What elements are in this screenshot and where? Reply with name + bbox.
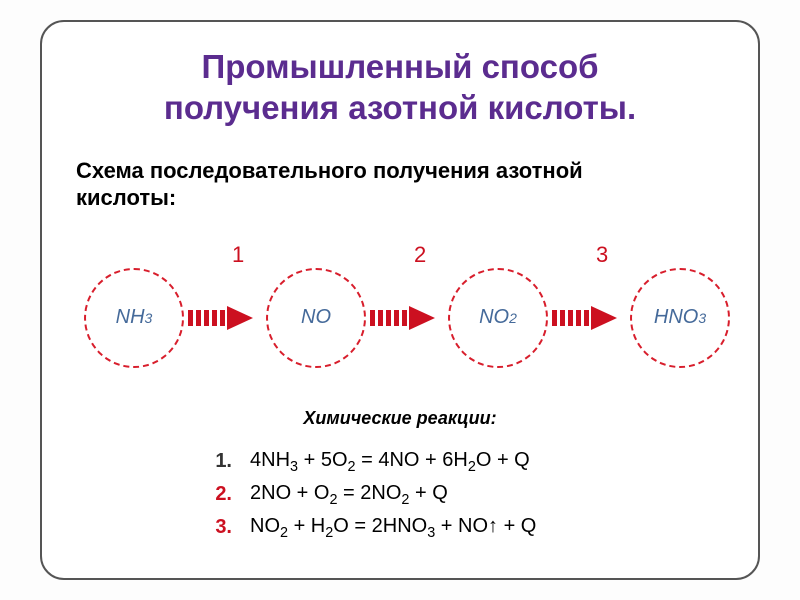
reaction-item: 1. 4NH3 + 5O2 = 4NO + 6H2O + Q bbox=[206, 445, 724, 478]
slide-subtitle: Схема последовательного получения азотно… bbox=[76, 157, 724, 212]
flow-arrow bbox=[552, 308, 628, 328]
reaction-equation: 2NO + O2 = 2NO2 + Q bbox=[250, 478, 448, 511]
reaction-number: 1. bbox=[206, 446, 232, 477]
title-line-2: получения азотной кислоты. bbox=[164, 89, 636, 126]
reaction-equation: 4NH3 + 5O2 = 4NO + 6H2O + Q bbox=[250, 445, 530, 478]
reaction-item: 3. NO2 + H2O = 2HNO3 + NO↑ + Q bbox=[206, 511, 724, 544]
slide-title: Промышленный способ получения азотной ки… bbox=[76, 46, 724, 129]
flow-node: NO bbox=[266, 268, 366, 368]
reaction-number: 3. bbox=[206, 512, 232, 543]
flow-node: HNO3 bbox=[630, 268, 730, 368]
flow-step-label: 1 bbox=[232, 242, 244, 268]
reaction-number: 2. bbox=[206, 479, 232, 510]
flow-step-label: 2 bbox=[414, 242, 426, 268]
reactions-heading: Химические реакции: bbox=[76, 408, 724, 429]
reaction-equation: NO2 + H2O = 2HNO3 + NO↑ + Q bbox=[250, 511, 536, 544]
flow-node: NH3 bbox=[84, 268, 184, 368]
subtitle-line-2: кислоты: bbox=[76, 185, 176, 210]
subtitle-line-1: Схема последовательного получения азотно… bbox=[76, 158, 583, 183]
reaction-item: 2. 2NO + O2 = 2NO2 + Q bbox=[206, 478, 724, 511]
title-line-1: Промышленный способ bbox=[202, 48, 599, 85]
flow-arrow bbox=[188, 308, 264, 328]
flow-step-label: 3 bbox=[596, 242, 608, 268]
flow-node: NO2 bbox=[448, 268, 548, 368]
slide-card: Промышленный способ получения азотной ки… bbox=[40, 20, 760, 580]
reactions-list: 1. 4NH3 + 5O2 = 4NO + 6H2O + Q 2. 2NO + O2 … bbox=[206, 445, 724, 545]
flow-diagram: NH3NONO2HNO3123 bbox=[76, 250, 724, 380]
flow-arrow bbox=[370, 308, 446, 328]
